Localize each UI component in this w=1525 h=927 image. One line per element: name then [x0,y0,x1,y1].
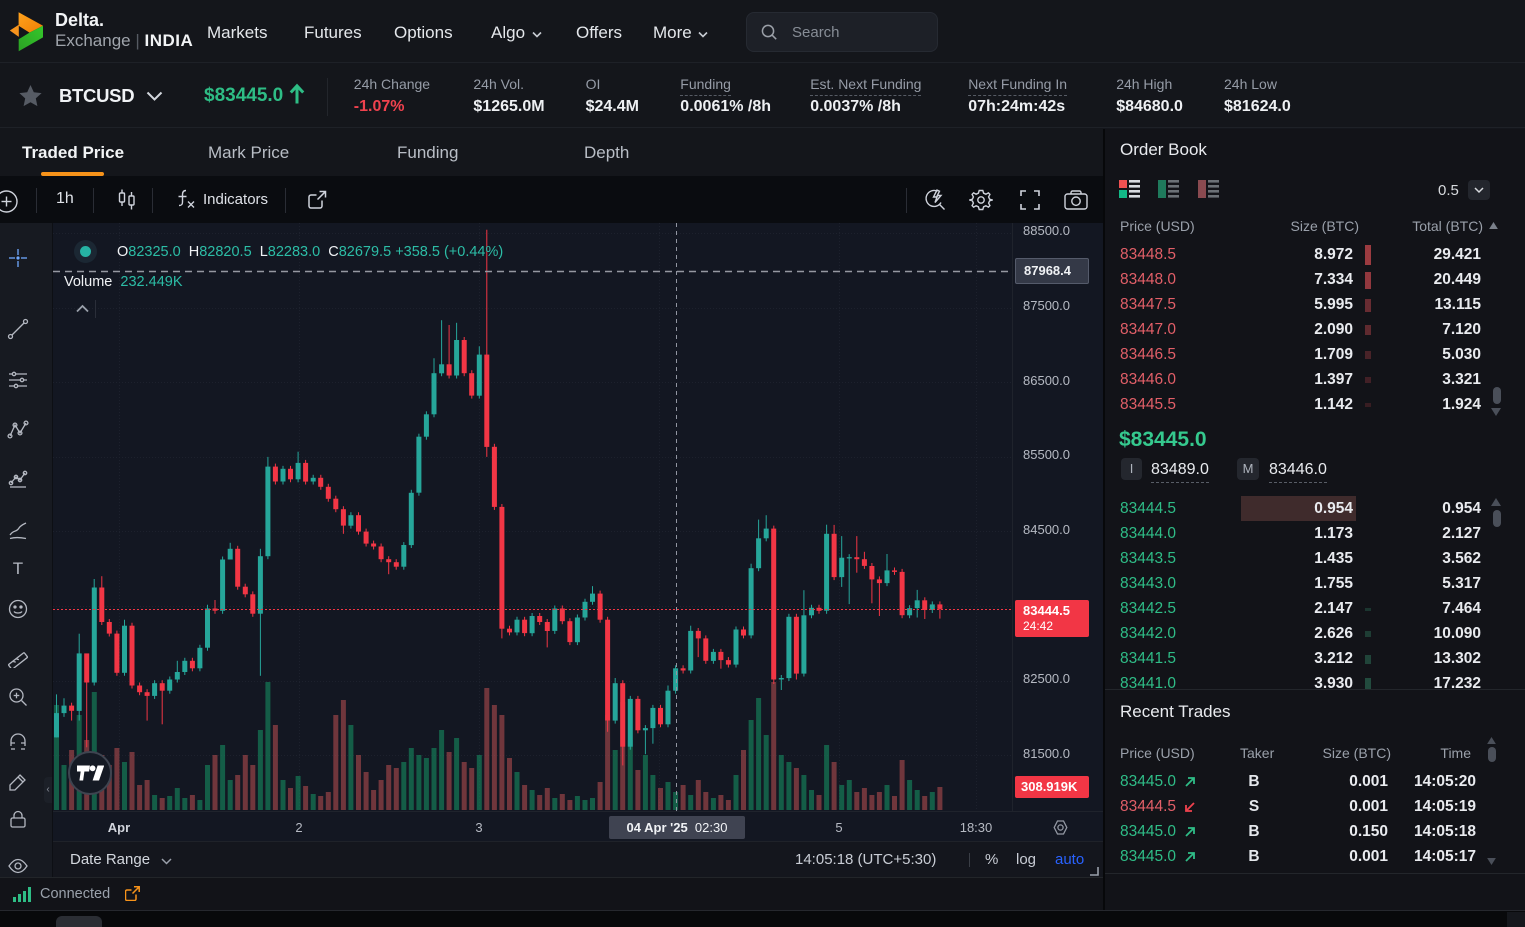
svg-text:T: T [13,559,23,578]
